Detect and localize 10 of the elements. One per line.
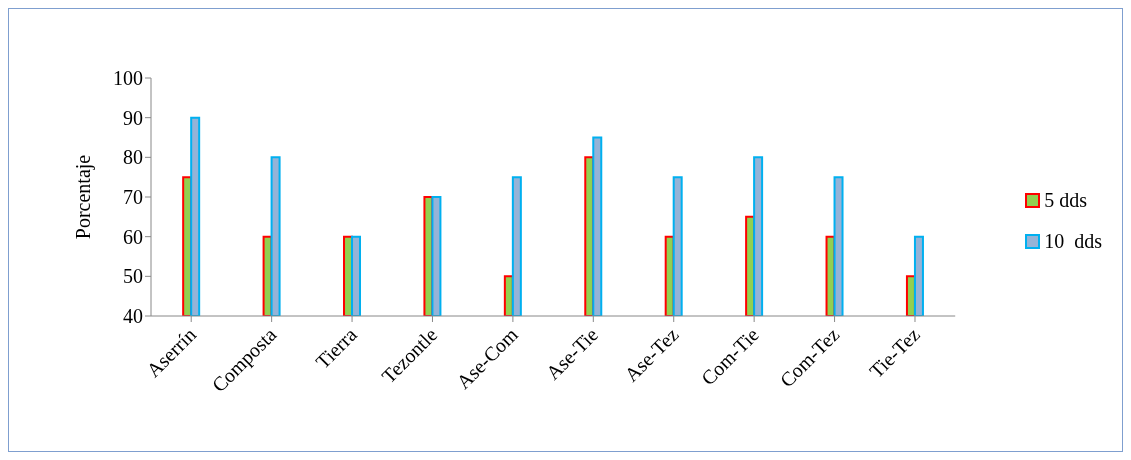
y-tick-label: 50 [123, 265, 143, 288]
y-tick-label: 70 [123, 186, 143, 209]
y-axis-title: Porcentaje [72, 154, 96, 240]
y-tick-label: 80 [123, 146, 143, 169]
legend-label: 5 dds [1044, 189, 1087, 212]
y-tick-label: 100 [113, 67, 143, 90]
y-tick-label: 90 [123, 106, 143, 129]
y-tick-label: 40 [123, 305, 143, 328]
legend-label: 10 dds [1044, 230, 1102, 253]
y-tick-label: 60 [123, 225, 143, 248]
